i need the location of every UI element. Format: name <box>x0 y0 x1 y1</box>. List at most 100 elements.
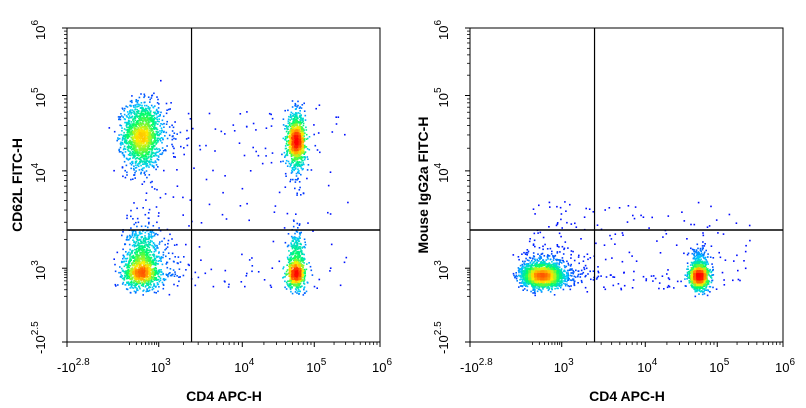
event-dot <box>144 128 146 131</box>
event-dot <box>284 138 286 141</box>
event-dot <box>152 271 155 273</box>
event-dot <box>155 250 157 252</box>
event-dot <box>292 280 295 283</box>
event-dot <box>291 160 293 163</box>
event-dot <box>288 143 290 145</box>
event-dot <box>125 264 127 266</box>
event-dot <box>147 264 150 266</box>
event-dot <box>142 255 144 258</box>
event-dot <box>163 169 165 172</box>
event-dot <box>148 258 151 260</box>
event-dot <box>167 242 169 245</box>
event-dot <box>289 135 291 138</box>
event-dot <box>288 124 291 126</box>
event-dot <box>146 133 149 135</box>
event-dot <box>285 130 288 133</box>
event-dot <box>273 211 276 213</box>
event-dot <box>152 119 154 121</box>
event-dot <box>160 131 163 134</box>
event-dot <box>144 163 146 165</box>
event-dot <box>131 250 133 253</box>
event-dot <box>290 116 292 118</box>
event-dot <box>140 245 142 248</box>
event-dot <box>141 250 144 252</box>
event-dot <box>153 114 155 117</box>
event-dot <box>137 221 140 224</box>
event-dot <box>294 245 296 247</box>
event-dot <box>204 272 207 275</box>
event-dot <box>129 140 132 142</box>
event-dot <box>160 273 162 276</box>
event-dot <box>565 210 567 212</box>
event-dot <box>291 267 293 269</box>
event-dot <box>138 124 140 127</box>
event-dot <box>623 284 626 287</box>
event-dot <box>127 149 129 151</box>
event-dot <box>300 152 303 155</box>
event-dot <box>736 254 738 257</box>
event-dot <box>157 273 160 275</box>
event-dot <box>157 215 160 217</box>
event-dot <box>144 113 146 116</box>
event-dot <box>171 238 173 240</box>
event-dot <box>152 140 155 142</box>
event-dot <box>246 202 248 205</box>
event-dot <box>135 280 137 283</box>
event-dot <box>595 242 597 245</box>
event-dot <box>152 280 154 283</box>
event-dot <box>122 137 125 140</box>
event-dot <box>122 148 125 151</box>
event-dot <box>284 172 287 175</box>
event-dot <box>148 233 150 236</box>
event-dot <box>303 102 305 105</box>
event-dot <box>282 137 285 140</box>
event-dot <box>140 261 143 263</box>
event-dot <box>288 250 290 252</box>
event-dot <box>147 282 149 285</box>
event-dot <box>150 117 153 119</box>
event-dot <box>144 109 147 112</box>
event-dot <box>287 261 290 264</box>
event-dot <box>121 261 124 263</box>
event-dot <box>155 267 157 270</box>
event-dot <box>241 187 244 190</box>
event-dot <box>744 250 747 253</box>
event-dot <box>133 136 136 138</box>
event-dot <box>166 246 169 248</box>
event-dot <box>149 249 151 252</box>
event-dot <box>177 256 180 258</box>
event-dot <box>130 111 132 114</box>
event-dot <box>141 129 144 131</box>
event-dot <box>298 156 300 159</box>
event-dot <box>154 233 156 235</box>
event-dot <box>134 252 136 254</box>
event-dot <box>722 233 725 235</box>
event-dot <box>171 143 173 146</box>
event-dot <box>299 135 301 137</box>
event-dot <box>145 248 148 251</box>
event-dot <box>137 242 140 245</box>
event-dot <box>128 128 131 130</box>
event-dot <box>152 123 154 125</box>
event-dot <box>299 153 301 155</box>
event-dot <box>301 156 304 159</box>
event-dot <box>303 272 305 275</box>
event-dot <box>144 104 146 107</box>
event-dot <box>134 117 137 120</box>
event-dot <box>133 271 136 273</box>
event-dot <box>140 278 143 280</box>
event-dot <box>737 269 739 272</box>
event-dot <box>560 235 562 238</box>
event-dot <box>127 135 129 137</box>
event-dot <box>303 280 305 283</box>
event-dot <box>135 133 137 135</box>
event-dot <box>133 260 136 263</box>
event-dot <box>294 117 296 119</box>
event-dot <box>251 265 254 267</box>
event-dot <box>292 281 295 284</box>
event-dot <box>303 156 305 158</box>
event-dot <box>143 144 145 147</box>
event-dot <box>145 141 147 143</box>
event-dot <box>572 250 574 253</box>
event-dot <box>146 264 148 266</box>
